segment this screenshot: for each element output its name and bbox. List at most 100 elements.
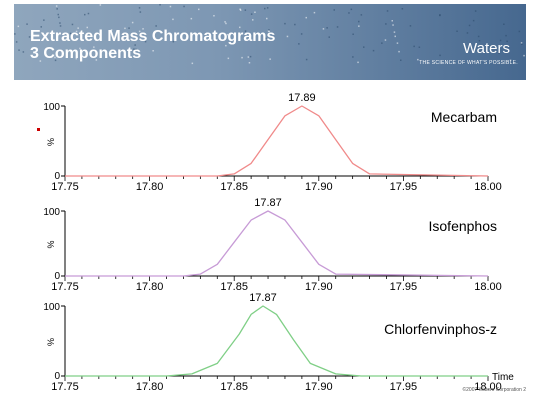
chromatogram-panel — [61, 105, 489, 181]
speckle-dot — [15, 41, 18, 43]
speckle-dot — [478, 40, 481, 42]
speckle-dot — [28, 36, 31, 38]
brand-logo: Waters — [463, 40, 510, 57]
speckle-dot — [249, 35, 252, 37]
speckle-dot — [18, 49, 20, 51]
speckle-dot — [54, 59, 57, 62]
speckle-dot — [385, 23, 387, 25]
speckle-dot — [409, 25, 412, 27]
x-tick-label: 17.85 — [220, 381, 248, 393]
speckle-dot — [99, 4, 102, 6]
speckle-dot — [363, 46, 365, 48]
x-tick-label: 17.90 — [305, 281, 333, 293]
speckle-dot — [135, 48, 137, 51]
slide-title-line-1: Extracted Mass Chromatograms — [30, 28, 276, 45]
speckle-dot — [305, 58, 308, 61]
speckle-dot — [499, 39, 502, 42]
speckle-dot — [358, 25, 360, 27]
speckle-dot — [509, 59, 512, 62]
speckle-dot — [396, 42, 399, 44]
copyright-text: ©2007 Waters Corporation — [462, 387, 522, 393]
speckle-dot — [505, 34, 507, 37]
speckle-dot — [248, 62, 251, 64]
speckle-dot — [87, 12, 90, 15]
slide-title-line-2: 3 Components — [30, 45, 142, 62]
speckle-dot — [252, 19, 254, 21]
speckle-dot — [138, 30, 141, 33]
speckle-dot — [155, 25, 157, 27]
speckle-dot — [144, 40, 147, 43]
chromatogram-trace-mecarbam — [65, 105, 489, 177]
speckle-dot — [498, 52, 500, 54]
speckle-dot — [418, 46, 421, 48]
speckle-dot — [227, 57, 230, 60]
speckle-dot — [381, 42, 383, 44]
speckle-dot — [468, 24, 471, 27]
x-tick-label: 17.75 — [51, 181, 79, 193]
y-tick-label: 100 — [43, 102, 60, 113]
speckle-dot — [352, 56, 354, 58]
speckle-dot — [185, 37, 188, 39]
chromatogram-panel — [61, 210, 489, 281]
chromatogram-trace-chlorfenvinphos-z — [65, 305, 488, 377]
speckle-dot — [268, 30, 270, 33]
y-tick-label: 100 — [43, 302, 60, 313]
x-tick-label: 18.00 — [474, 281, 502, 293]
speckle-dot — [417, 58, 419, 61]
speckle-dot — [313, 11, 316, 14]
speckle-dot — [56, 8, 58, 10]
peak-retention-label: 17.87 — [249, 292, 277, 304]
speckle-dot — [266, 7, 269, 9]
speckle-dot — [128, 27, 130, 29]
speckle-dot — [213, 15, 215, 17]
speckle-dot — [326, 27, 328, 29]
speckle-dot — [22, 51, 25, 53]
speckle-dot — [439, 54, 441, 57]
speckle-dot — [391, 20, 393, 22]
y-axis-label: % — [46, 338, 56, 346]
speckle-dot — [456, 30, 458, 32]
speckle-dot — [183, 5, 185, 8]
speckle-dot — [79, 47, 81, 50]
speckle-dot — [322, 28, 325, 30]
speckle-dot — [110, 29, 113, 31]
speckle-dot — [239, 8, 241, 10]
speckle-dot — [77, 27, 79, 29]
speckle-dot — [93, 46, 95, 48]
speckle-dot — [133, 48, 135, 50]
speckle-dot — [142, 28, 144, 30]
speckle-dot — [439, 14, 441, 17]
speckle-dot — [59, 25, 62, 27]
speckle-dot — [523, 54, 525, 57]
x-tick-label: 17.95 — [390, 381, 418, 393]
speckle-dot — [506, 40, 508, 43]
speckle-dot — [124, 27, 126, 30]
speckle-dot — [139, 11, 142, 13]
speckle-dot — [384, 39, 387, 41]
speckle-dot — [244, 30, 247, 32]
speckle-dot — [286, 35, 289, 38]
compound-name-label: Mecarbam — [431, 109, 497, 125]
chromatogram-stack: 17.75 17.80 17.85 17.90 17.95 18.00 100 0% 17.89… — [37, 92, 514, 393]
x-tick-label: 17.80 — [136, 181, 164, 193]
speckle-dot — [190, 17, 193, 20]
speckle-dot — [386, 10, 389, 12]
speckle-dot — [191, 62, 194, 65]
speckle-dot — [59, 22, 61, 24]
speckle-dot — [503, 23, 505, 25]
page-number: 2 — [523, 387, 526, 393]
x-axis-label: Time — [492, 372, 514, 383]
copyright-footer: ©2007 Waters Corporation 2 — [462, 387, 526, 393]
speckle-dot — [54, 56, 56, 59]
speckle-dot — [392, 24, 394, 26]
speckle-dot — [159, 4, 161, 6]
speckle-dot — [55, 5, 58, 7]
speckle-dot — [394, 35, 396, 38]
speckle-dot — [26, 23, 28, 25]
speckle-dot — [198, 8, 200, 11]
speckle-dot — [244, 9, 247, 11]
speckle-dot — [269, 58, 271, 60]
y-axis-label: % — [46, 138, 56, 146]
chromatogram-trace-isofenphos — [65, 210, 489, 277]
